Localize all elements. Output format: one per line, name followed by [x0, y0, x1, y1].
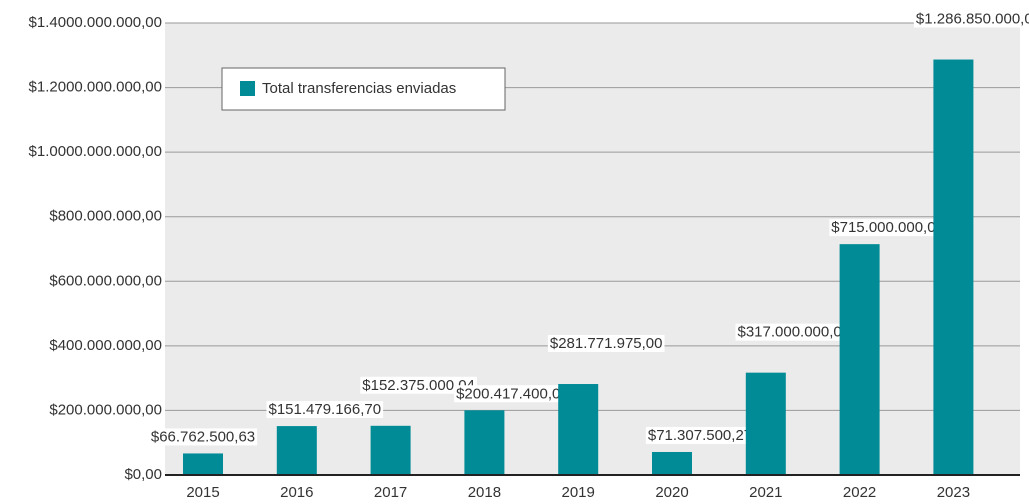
data-label-background: [735, 323, 853, 341]
data-label-background: [266, 401, 384, 419]
legend: Total transferencias enviadas: [221, 67, 506, 111]
data-label-background: [547, 334, 665, 352]
data-label-background: [360, 376, 477, 394]
y-tick-label: $400.000.000,00: [49, 337, 162, 354]
y-tick-label: $1.0000.000.000,00: [29, 143, 162, 160]
data-label-background: [454, 385, 571, 403]
data-label: $281.771.975,00: [550, 335, 663, 352]
data-label: $152.375.000,04: [362, 377, 475, 394]
x-tick-label: 2018: [468, 484, 501, 501]
legend-label: Total transferencias enviadas: [262, 80, 456, 97]
y-tick-label: $600.000.000,00: [49, 272, 162, 289]
y-tick-label: $200.000.000,00: [49, 401, 162, 418]
legend-box: [221, 67, 506, 111]
x-tick-label: 2015: [186, 484, 219, 501]
x-tick-label: 2016: [280, 484, 313, 501]
bar: [839, 244, 880, 475]
bar: [276, 426, 317, 475]
y-tick-label: $1.4000.000.000,00: [29, 14, 162, 31]
bar: [745, 372, 786, 475]
data-label-background: [645, 426, 755, 444]
bar: [370, 425, 411, 475]
x-tick-label: 2021: [749, 484, 782, 501]
data-label: $1.286.850.000,00*: [916, 11, 1029, 28]
bar: [183, 453, 223, 475]
y-tick-label: $0,00: [124, 466, 162, 483]
legend-swatch: [240, 81, 255, 96]
data-label: $715.000.000,00: [831, 219, 944, 236]
bar: [652, 451, 692, 475]
data-label-background: [148, 428, 258, 446]
data-label: $151.479.166,70: [268, 401, 381, 418]
data-label: $66.762.500,63: [151, 428, 255, 445]
bar: [558, 384, 599, 475]
bar: [464, 410, 505, 475]
x-tick-label: 2020: [655, 484, 688, 501]
x-tick-label: 2023: [937, 484, 970, 501]
y-tick-label: $800.000.000,00: [49, 208, 162, 225]
y-tick-label: $1.2000.000.000,00: [29, 79, 162, 96]
x-tick-label: 2022: [843, 484, 876, 501]
x-tick-label: 2017: [374, 484, 407, 501]
bar: [933, 59, 974, 476]
data-label: $317.000.000,00: [737, 324, 850, 341]
data-label: $71.307.500,27: [648, 427, 752, 444]
x-tick-label: 2019: [562, 484, 595, 501]
data-label: $200.417.400,00: [456, 385, 569, 402]
data-label-background: [913, 10, 1029, 28]
data-label-background: [829, 219, 946, 237]
